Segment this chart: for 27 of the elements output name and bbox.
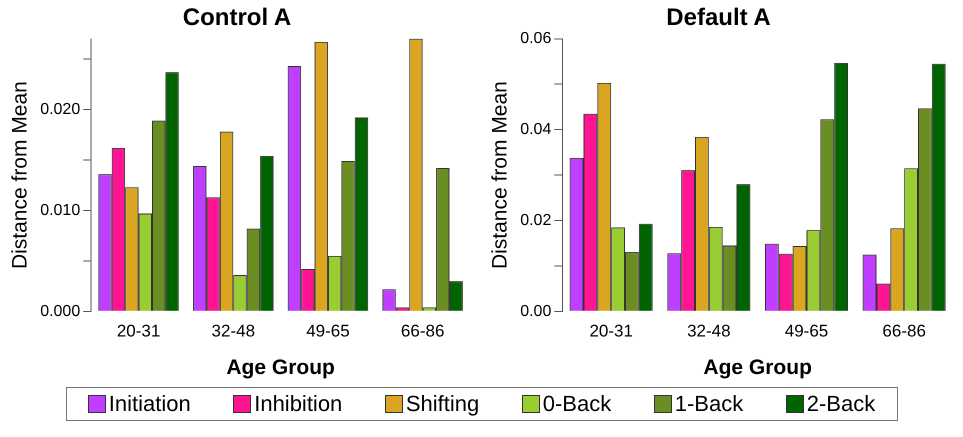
legend-label: 2-Back xyxy=(806,391,876,417)
y-tick-label: 0.02 xyxy=(520,212,552,229)
y-tick-label: 0.000 xyxy=(40,302,80,320)
legend-label: Initiation xyxy=(108,391,191,417)
x-tick-label: 20-31 xyxy=(116,321,160,340)
y-tick-label: 0.06 xyxy=(520,30,552,48)
chart-title: Default A xyxy=(666,4,771,32)
x-axis-title: Age Group xyxy=(226,356,335,380)
legend-label: Inhibition xyxy=(253,391,342,417)
x-tick-label: 66-86 xyxy=(882,321,926,340)
x-tick-label: 32-48 xyxy=(212,321,256,340)
y-tick-label: 0.00 xyxy=(520,302,552,320)
x-tick-label: 49-65 xyxy=(784,321,828,340)
x-tick-label: 20-31 xyxy=(589,321,633,340)
legend-label: 1-Back xyxy=(674,391,744,417)
chart-title: Control A xyxy=(182,4,292,32)
y-tick-label: 0.020 xyxy=(40,100,80,118)
x-tick-label: 49-65 xyxy=(306,321,350,340)
x-tick-label: 66-86 xyxy=(400,321,444,340)
legend-label: 0-Back xyxy=(542,391,612,417)
y-tick-label: 0.010 xyxy=(40,202,80,219)
legend-label: Shifting xyxy=(404,391,480,417)
x-tick-label: 32-48 xyxy=(687,321,731,340)
x-axis-title: Age Group xyxy=(703,356,812,380)
y-axis-title: Distance from Mean xyxy=(488,81,512,270)
y-axis-title: Distance from Mean xyxy=(8,81,32,270)
y-tick-label: 0.04 xyxy=(520,121,552,138)
